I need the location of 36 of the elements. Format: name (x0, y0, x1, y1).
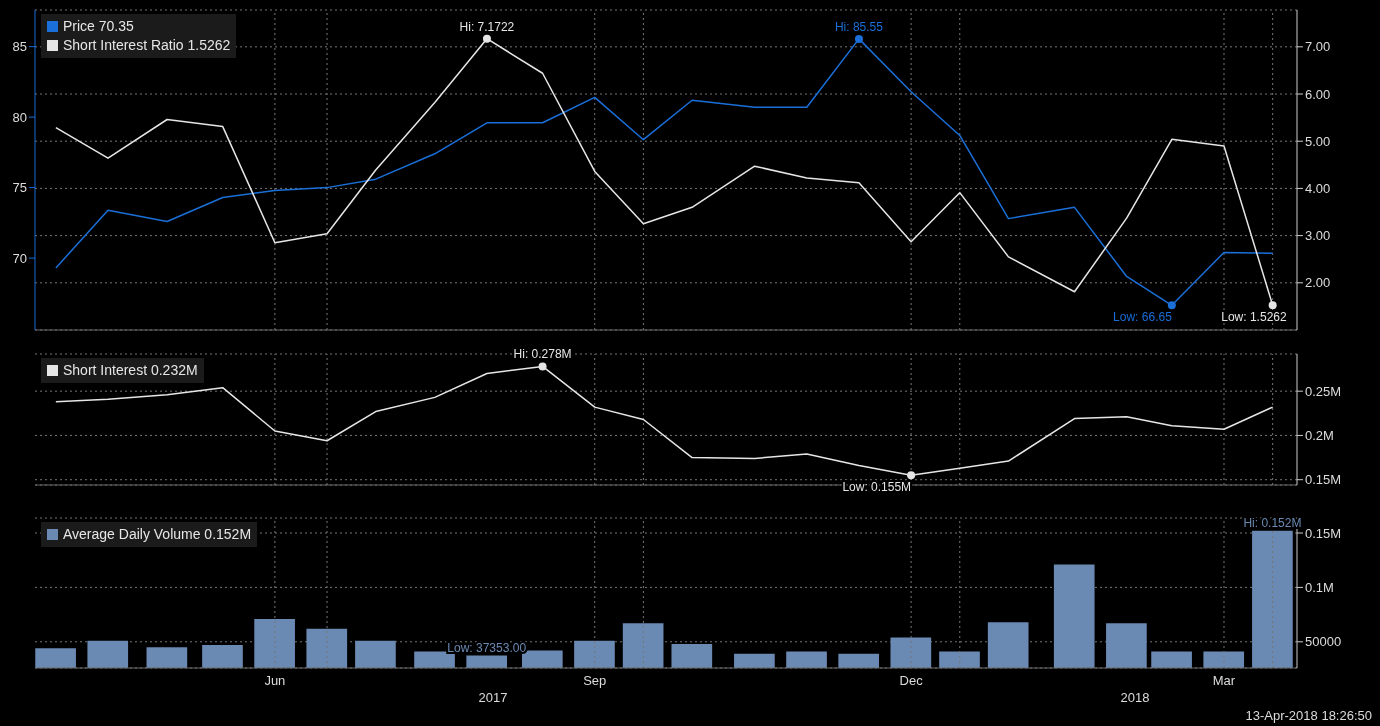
y-tick-label: 70 (12, 250, 27, 266)
y2-tick-label: 2.00 (1305, 275, 1331, 291)
data-label: Low: 1.5262 (1221, 310, 1287, 325)
data-label: Hi: 7.1722 (459, 19, 515, 34)
legend-label: Short Interest 0.232M (63, 361, 198, 380)
legend-box: Average Daily Volume 0.152M (41, 522, 258, 547)
y-tick-label: 85 (12, 39, 27, 55)
text: 2017 (477, 690, 509, 705)
y2-tick-label: 5.00 (1305, 133, 1331, 149)
y2-tick-label: 4.00 (1305, 181, 1331, 197)
data-label: Low: 37353.00 (447, 640, 527, 655)
x-tick-label: Dec (899, 673, 924, 689)
x-tick-label: Mar (1212, 673, 1236, 689)
data-label: Hi: 0.278M (513, 347, 572, 362)
data-label: Hi: 85.55 (834, 19, 884, 34)
x-tick-label: Sep (583, 673, 607, 689)
data-label: Low: 66.65 (1113, 310, 1173, 325)
y-tick-label: 75 (12, 180, 27, 196)
y2-tick-label: 3.00 (1305, 228, 1331, 244)
y-tick-label: 0.25M (1305, 383, 1342, 399)
y-tick-label: 0.15M (1305, 525, 1342, 541)
x-tick-label: Jun (264, 673, 286, 689)
legend-box: Short Interest 0.232M (41, 358, 204, 383)
y-tick-label: 0.15M (1305, 472, 1342, 488)
y2-tick-label: 7.00 (1305, 39, 1331, 55)
y-tick-label: 0.2M (1305, 428, 1334, 444)
legend-label: Price 70.35 (63, 17, 134, 36)
text: 2018 (1119, 690, 1151, 705)
y-tick-label: 80 (12, 109, 27, 125)
y-tick-label: 0.1M (1305, 580, 1334, 596)
legend-label: Average Daily Volume 0.152M (63, 525, 252, 544)
y-tick-label: 50000 (1305, 634, 1342, 650)
legend-label: Short Interest Ratio 1.5262 (63, 36, 231, 55)
text: 13-Apr-2018 18:26:50 (1245, 708, 1372, 723)
data-label: Low: 0.155M (842, 480, 912, 495)
y2-tick-label: 6.00 (1305, 86, 1331, 102)
